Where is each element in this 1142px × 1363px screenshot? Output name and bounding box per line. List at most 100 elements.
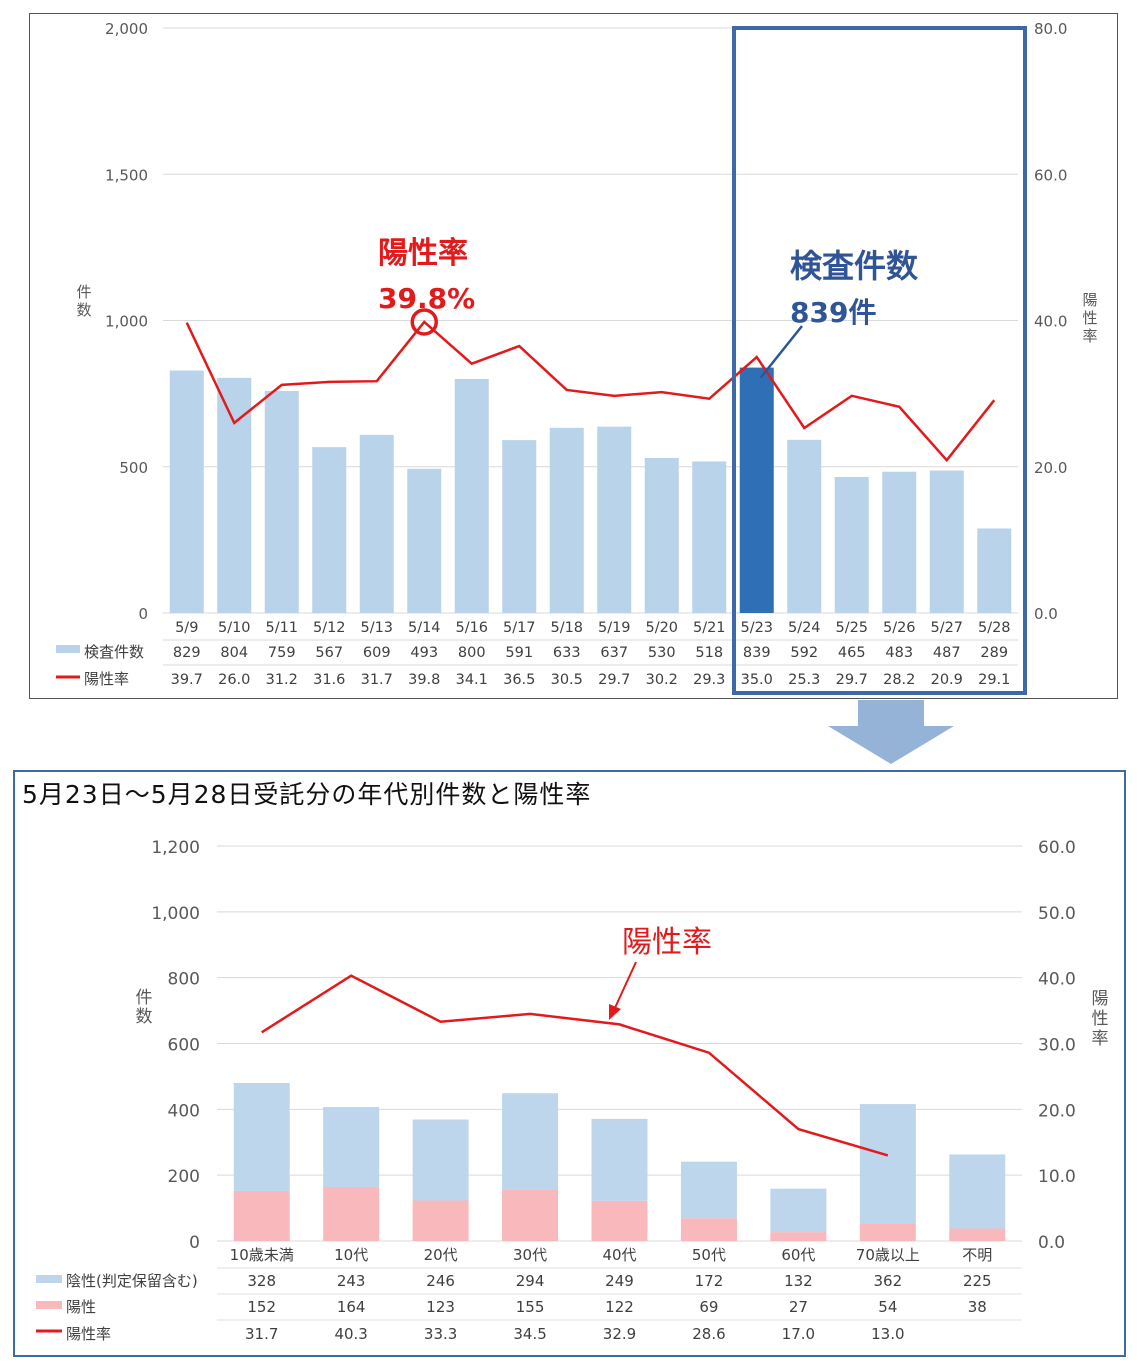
table-negative-value: 328 xyxy=(247,1272,276,1290)
table-rate-value: 26.0 xyxy=(218,672,250,688)
table-rate-value: 33.3 xyxy=(424,1325,457,1343)
x-tick-label: 70歳以上 xyxy=(856,1246,920,1264)
table-count-value: 633 xyxy=(553,645,581,661)
table-count-value: 493 xyxy=(410,645,438,661)
y-tick-label: 2,000 xyxy=(105,20,148,38)
y2-tick-label: 50.0 xyxy=(1038,904,1076,924)
y2-axis-label: 陽 xyxy=(1082,291,1097,309)
x-tick-label: 5/24 xyxy=(788,620,821,636)
rate-line xyxy=(261,974,889,1157)
y-tick-label: 1,000 xyxy=(105,313,148,331)
y2-tick-label: 60.0 xyxy=(1038,838,1076,858)
x-tick-label: 5/11 xyxy=(265,620,298,636)
bar-negative-10歳未満 xyxy=(233,1083,290,1191)
bar-5/11 xyxy=(264,390,299,613)
table-count-value: 800 xyxy=(458,645,486,661)
table-rate-value: 29.7 xyxy=(836,672,868,688)
table-count-value: 289 xyxy=(980,645,1008,661)
table-count-value: 592 xyxy=(790,645,818,661)
table-rate-value: 31.2 xyxy=(266,672,298,688)
y2-tick-label: 10.0 xyxy=(1038,1167,1076,1187)
table-rate-value: 40.3 xyxy=(334,1325,367,1343)
y-tick-label: 400 xyxy=(168,1101,200,1121)
bar-negative-20代 xyxy=(412,1119,469,1201)
y-tick-label: 1,500 xyxy=(105,166,148,184)
table-count-value: 637 xyxy=(600,645,628,661)
bar-5/18 xyxy=(549,427,584,613)
down-arrow-icon xyxy=(828,700,954,764)
bar-5/9 xyxy=(169,370,204,613)
bar-positive-10代 xyxy=(323,1187,380,1241)
x-tick-label: 5/27 xyxy=(930,620,963,636)
legend-swatch-negative xyxy=(36,1275,62,1283)
bar-negative-70歳以上 xyxy=(859,1104,916,1224)
legend-label-rate: 陽性率 xyxy=(84,670,129,688)
bottom-chart-title: 5月23日～5月28日受託分の年代別件数と陽性率 xyxy=(22,780,592,809)
y2-tick-label: 40.0 xyxy=(1038,970,1076,990)
table-count-value: 487 xyxy=(933,645,961,661)
table-count-value: 567 xyxy=(315,645,343,661)
annotation-rate-label: 陽性率 xyxy=(622,925,712,960)
table-rate-value: 39.8 xyxy=(408,672,440,688)
bar-5/19 xyxy=(597,426,632,613)
bar-5/13 xyxy=(359,434,394,613)
bar-positive-不明 xyxy=(949,1228,1006,1241)
table-negative-value: 172 xyxy=(695,1272,724,1290)
x-tick-label: 30代 xyxy=(513,1246,547,1264)
annotation-count-value: 839件 xyxy=(790,296,876,329)
legend-label-negative: 陰性(判定保留含む) xyxy=(66,1272,198,1290)
annotation-arrowhead-icon xyxy=(609,1004,621,1020)
y2-axis-label: 性 xyxy=(1092,1009,1109,1029)
y2-tick-label: 40.0 xyxy=(1034,313,1067,331)
table-count-value: 518 xyxy=(695,645,723,661)
table-positive-value: 164 xyxy=(337,1298,366,1316)
y-axis-label: 件 xyxy=(136,988,153,1008)
bar-5/20 xyxy=(644,457,679,613)
y2-tick-label: 20.0 xyxy=(1038,1101,1076,1121)
table-rate-value: 39.7 xyxy=(171,672,203,688)
table-positive-value: 54 xyxy=(878,1298,897,1316)
legend-swatch-positive xyxy=(36,1301,62,1309)
table-count-value: 591 xyxy=(505,645,533,661)
table-rate-value: 28.2 xyxy=(883,672,915,688)
table-positive-value: 122 xyxy=(605,1298,634,1316)
bar-5/17 xyxy=(502,440,537,613)
y2-axis-label: 率 xyxy=(1092,1029,1109,1049)
annotation-count-label: 検査件数 xyxy=(790,247,919,285)
x-tick-label: 不明 xyxy=(962,1246,992,1264)
table-count-value: 804 xyxy=(220,645,248,661)
y-axis-label: 数 xyxy=(136,1007,153,1027)
table-rate-value: 17.0 xyxy=(782,1325,815,1343)
table-count-value: 465 xyxy=(838,645,866,661)
y2-tick-label: 80.0 xyxy=(1034,20,1067,38)
bar-negative-60代 xyxy=(770,1188,827,1233)
table-negative-value: 132 xyxy=(784,1272,813,1290)
annotation-rate-label: 陽性率 xyxy=(378,236,468,271)
x-tick-label: 5/13 xyxy=(360,620,393,636)
x-tick-label: 5/17 xyxy=(503,620,536,636)
top-combo-chart: 0 500 1,000 1,500 2,000 0.0 20.0 40.0 60.0 80.0 件数… xyxy=(56,20,1098,695)
x-tick-label: 5/9 xyxy=(175,620,198,636)
bar-positive-10歳未満 xyxy=(233,1190,290,1241)
y2-axis-label: 率 xyxy=(1082,327,1097,345)
x-tick-label: 5/18 xyxy=(550,620,583,636)
table-count-value: 839 xyxy=(743,645,771,661)
x-tick-label: 5/19 xyxy=(598,620,631,636)
annotation-pointer xyxy=(759,325,803,379)
top-chart-frame xyxy=(29,13,1118,699)
table-count-value: 759 xyxy=(268,645,296,661)
highlight-box xyxy=(732,26,1027,695)
bar-5/10 xyxy=(217,377,252,613)
table-count-value: 609 xyxy=(363,645,391,661)
x-tick-label: 5/25 xyxy=(835,620,868,636)
bar-positive-20代 xyxy=(412,1200,469,1241)
table-rate-value: 29.1 xyxy=(978,672,1010,688)
table-rate-value: 20.9 xyxy=(931,672,963,688)
table-rate-value: 34.5 xyxy=(513,1325,546,1343)
y-axis-label: 数 xyxy=(76,301,91,319)
table-positive-value: 27 xyxy=(789,1298,808,1316)
table-rate-value: 30.5 xyxy=(551,672,583,688)
bar-5/26 xyxy=(882,471,917,613)
bar-positive-40代 xyxy=(591,1200,648,1241)
bar-5/14 xyxy=(407,468,442,613)
